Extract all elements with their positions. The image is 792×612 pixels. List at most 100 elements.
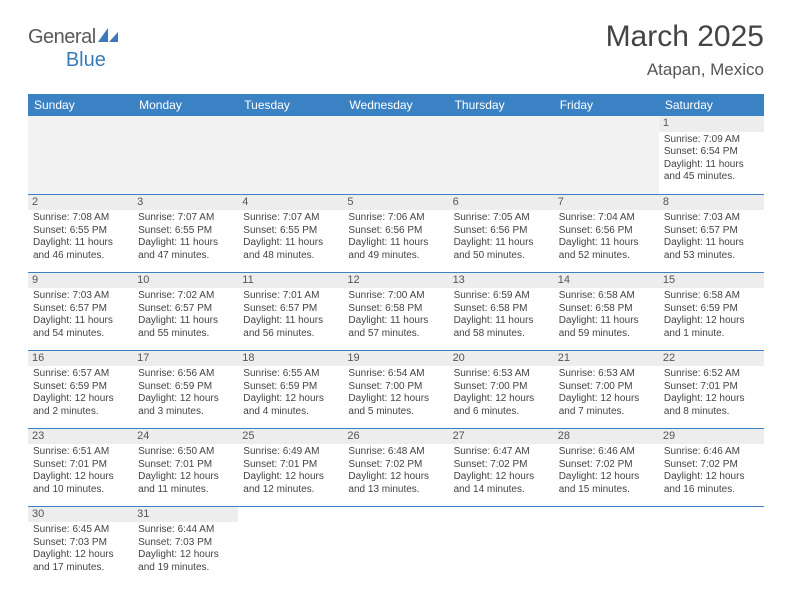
daylight-text: Daylight: 12 hours and 8 minutes. — [664, 393, 759, 418]
logo-text: General GenBlue — [28, 26, 120, 72]
day-number: 22 — [659, 351, 764, 367]
day-number: 5 — [343, 195, 448, 211]
sunset-text: Sunset: 6:59 PM — [664, 303, 759, 316]
day-cell — [659, 506, 764, 584]
daylight-text: Daylight: 11 hours and 48 minutes. — [243, 237, 338, 262]
day-cell — [449, 506, 554, 584]
day-number: 14 — [554, 273, 659, 289]
day-cell: 1Sunrise: 7:09 AMSunset: 6:54 PMDaylight… — [659, 116, 764, 194]
day-info: Sunrise: 7:03 AMSunset: 6:57 PMDaylight:… — [664, 212, 759, 262]
day-info: Sunrise: 7:07 AMSunset: 6:55 PMDaylight:… — [243, 212, 338, 262]
sunset-text: Sunset: 6:56 PM — [454, 225, 549, 238]
day-info: Sunrise: 6:53 AMSunset: 7:00 PMDaylight:… — [559, 368, 654, 418]
daylight-text: Daylight: 11 hours and 56 minutes. — [243, 315, 338, 340]
day-info: Sunrise: 7:05 AMSunset: 6:56 PMDaylight:… — [454, 212, 549, 262]
sunset-text: Sunset: 6:59 PM — [33, 381, 128, 394]
daylight-text: Daylight: 11 hours and 49 minutes. — [348, 237, 443, 262]
day-number: 29 — [659, 429, 764, 445]
sunset-text: Sunset: 6:55 PM — [243, 225, 338, 238]
sunrise-text: Sunrise: 6:58 AM — [664, 290, 759, 303]
day-info: Sunrise: 6:54 AMSunset: 7:00 PMDaylight:… — [348, 368, 443, 418]
sunrise-text: Sunrise: 6:47 AM — [454, 446, 549, 459]
sunrise-text: Sunrise: 6:55 AM — [243, 368, 338, 381]
day-info: Sunrise: 6:58 AMSunset: 6:59 PMDaylight:… — [664, 290, 759, 340]
day-number: 10 — [133, 273, 238, 289]
weekday-saturday: Saturday — [659, 94, 764, 116]
daylight-text: Daylight: 12 hours and 2 minutes. — [33, 393, 128, 418]
day-info: Sunrise: 7:07 AMSunset: 6:55 PMDaylight:… — [138, 212, 233, 262]
calendar-week-row: 9Sunrise: 7:03 AMSunset: 6:57 PMDaylight… — [28, 272, 764, 350]
day-cell: 10Sunrise: 7:02 AMSunset: 6:57 PMDayligh… — [133, 272, 238, 350]
day-number: 17 — [133, 351, 238, 367]
weekday-thursday: Thursday — [449, 94, 554, 116]
day-number: 13 — [449, 273, 554, 289]
day-info: Sunrise: 6:52 AMSunset: 7:01 PMDaylight:… — [664, 368, 759, 418]
day-cell — [449, 116, 554, 194]
day-number: 23 — [28, 429, 133, 445]
daylight-text: Daylight: 12 hours and 17 minutes. — [33, 549, 128, 574]
day-cell — [238, 116, 343, 194]
day-cell: 16Sunrise: 6:57 AMSunset: 6:59 PMDayligh… — [28, 350, 133, 428]
day-cell — [554, 506, 659, 584]
sunset-text: Sunset: 7:03 PM — [138, 537, 233, 550]
sunset-text: Sunset: 7:01 PM — [138, 459, 233, 472]
day-cell: 11Sunrise: 7:01 AMSunset: 6:57 PMDayligh… — [238, 272, 343, 350]
day-number: 24 — [133, 429, 238, 445]
day-number: 6 — [449, 195, 554, 211]
daylight-text: Daylight: 12 hours and 15 minutes. — [559, 471, 654, 496]
day-cell: 23Sunrise: 6:51 AMSunset: 7:01 PMDayligh… — [28, 428, 133, 506]
daylight-text: Daylight: 12 hours and 10 minutes. — [33, 471, 128, 496]
sunrise-text: Sunrise: 6:50 AM — [138, 446, 233, 459]
calendar-week-row: 2Sunrise: 7:08 AMSunset: 6:55 PMDaylight… — [28, 194, 764, 272]
daylight-text: Daylight: 12 hours and 13 minutes. — [348, 471, 443, 496]
day-cell: 9Sunrise: 7:03 AMSunset: 6:57 PMDaylight… — [28, 272, 133, 350]
day-number: 30 — [28, 507, 133, 523]
day-number: 31 — [133, 507, 238, 523]
daylight-text: Daylight: 12 hours and 5 minutes. — [348, 393, 443, 418]
daylight-text: Daylight: 12 hours and 7 minutes. — [559, 393, 654, 418]
day-cell: 7Sunrise: 7:04 AMSunset: 6:56 PMDaylight… — [554, 194, 659, 272]
daylight-text: Daylight: 11 hours and 58 minutes. — [454, 315, 549, 340]
sunrise-text: Sunrise: 7:07 AM — [243, 212, 338, 225]
sunrise-text: Sunrise: 6:53 AM — [559, 368, 654, 381]
sunset-text: Sunset: 7:01 PM — [664, 381, 759, 394]
day-cell: 5Sunrise: 7:06 AMSunset: 6:56 PMDaylight… — [343, 194, 448, 272]
weekday-friday: Friday — [554, 94, 659, 116]
day-cell: 14Sunrise: 6:58 AMSunset: 6:58 PMDayligh… — [554, 272, 659, 350]
day-number: 15 — [659, 273, 764, 289]
day-cell: 21Sunrise: 6:53 AMSunset: 7:00 PMDayligh… — [554, 350, 659, 428]
day-number: 8 — [659, 195, 764, 211]
daylight-text: Daylight: 12 hours and 6 minutes. — [454, 393, 549, 418]
day-cell — [28, 116, 133, 194]
day-info: Sunrise: 6:55 AMSunset: 6:59 PMDaylight:… — [243, 368, 338, 418]
day-info: Sunrise: 6:58 AMSunset: 6:58 PMDaylight:… — [559, 290, 654, 340]
sunset-text: Sunset: 6:59 PM — [138, 381, 233, 394]
sunset-text: Sunset: 6:58 PM — [559, 303, 654, 316]
sunset-text: Sunset: 7:00 PM — [559, 381, 654, 394]
sunrise-text: Sunrise: 6:51 AM — [33, 446, 128, 459]
sunrise-text: Sunrise: 6:48 AM — [348, 446, 443, 459]
day-number: 19 — [343, 351, 448, 367]
day-cell: 2Sunrise: 7:08 AMSunset: 6:55 PMDaylight… — [28, 194, 133, 272]
sunrise-text: Sunrise: 7:09 AM — [664, 134, 759, 147]
day-cell: 26Sunrise: 6:48 AMSunset: 7:02 PMDayligh… — [343, 428, 448, 506]
calendar-week-row: 30Sunrise: 6:45 AMSunset: 7:03 PMDayligh… — [28, 506, 764, 584]
daylight-text: Daylight: 11 hours and 46 minutes. — [33, 237, 128, 262]
day-info: Sunrise: 6:46 AMSunset: 7:02 PMDaylight:… — [664, 446, 759, 496]
sunset-text: Sunset: 6:55 PM — [138, 225, 233, 238]
sunrise-text: Sunrise: 6:57 AM — [33, 368, 128, 381]
daylight-text: Daylight: 12 hours and 12 minutes. — [243, 471, 338, 496]
day-cell: 13Sunrise: 6:59 AMSunset: 6:58 PMDayligh… — [449, 272, 554, 350]
sunrise-text: Sunrise: 7:02 AM — [138, 290, 233, 303]
calendar-week-row: 1Sunrise: 7:09 AMSunset: 6:54 PMDaylight… — [28, 116, 764, 194]
daylight-text: Daylight: 11 hours and 53 minutes. — [664, 237, 759, 262]
day-cell: 30Sunrise: 6:45 AMSunset: 7:03 PMDayligh… — [28, 506, 133, 584]
sunrise-text: Sunrise: 7:07 AM — [138, 212, 233, 225]
day-cell: 20Sunrise: 6:53 AMSunset: 7:00 PMDayligh… — [449, 350, 554, 428]
daylight-text: Daylight: 11 hours and 59 minutes. — [559, 315, 654, 340]
daylight-text: Daylight: 12 hours and 3 minutes. — [138, 393, 233, 418]
sunset-text: Sunset: 6:57 PM — [138, 303, 233, 316]
day-cell: 27Sunrise: 6:47 AMSunset: 7:02 PMDayligh… — [449, 428, 554, 506]
title-block: March 2025 Atapan, Mexico — [606, 20, 764, 80]
sunset-text: Sunset: 6:57 PM — [33, 303, 128, 316]
